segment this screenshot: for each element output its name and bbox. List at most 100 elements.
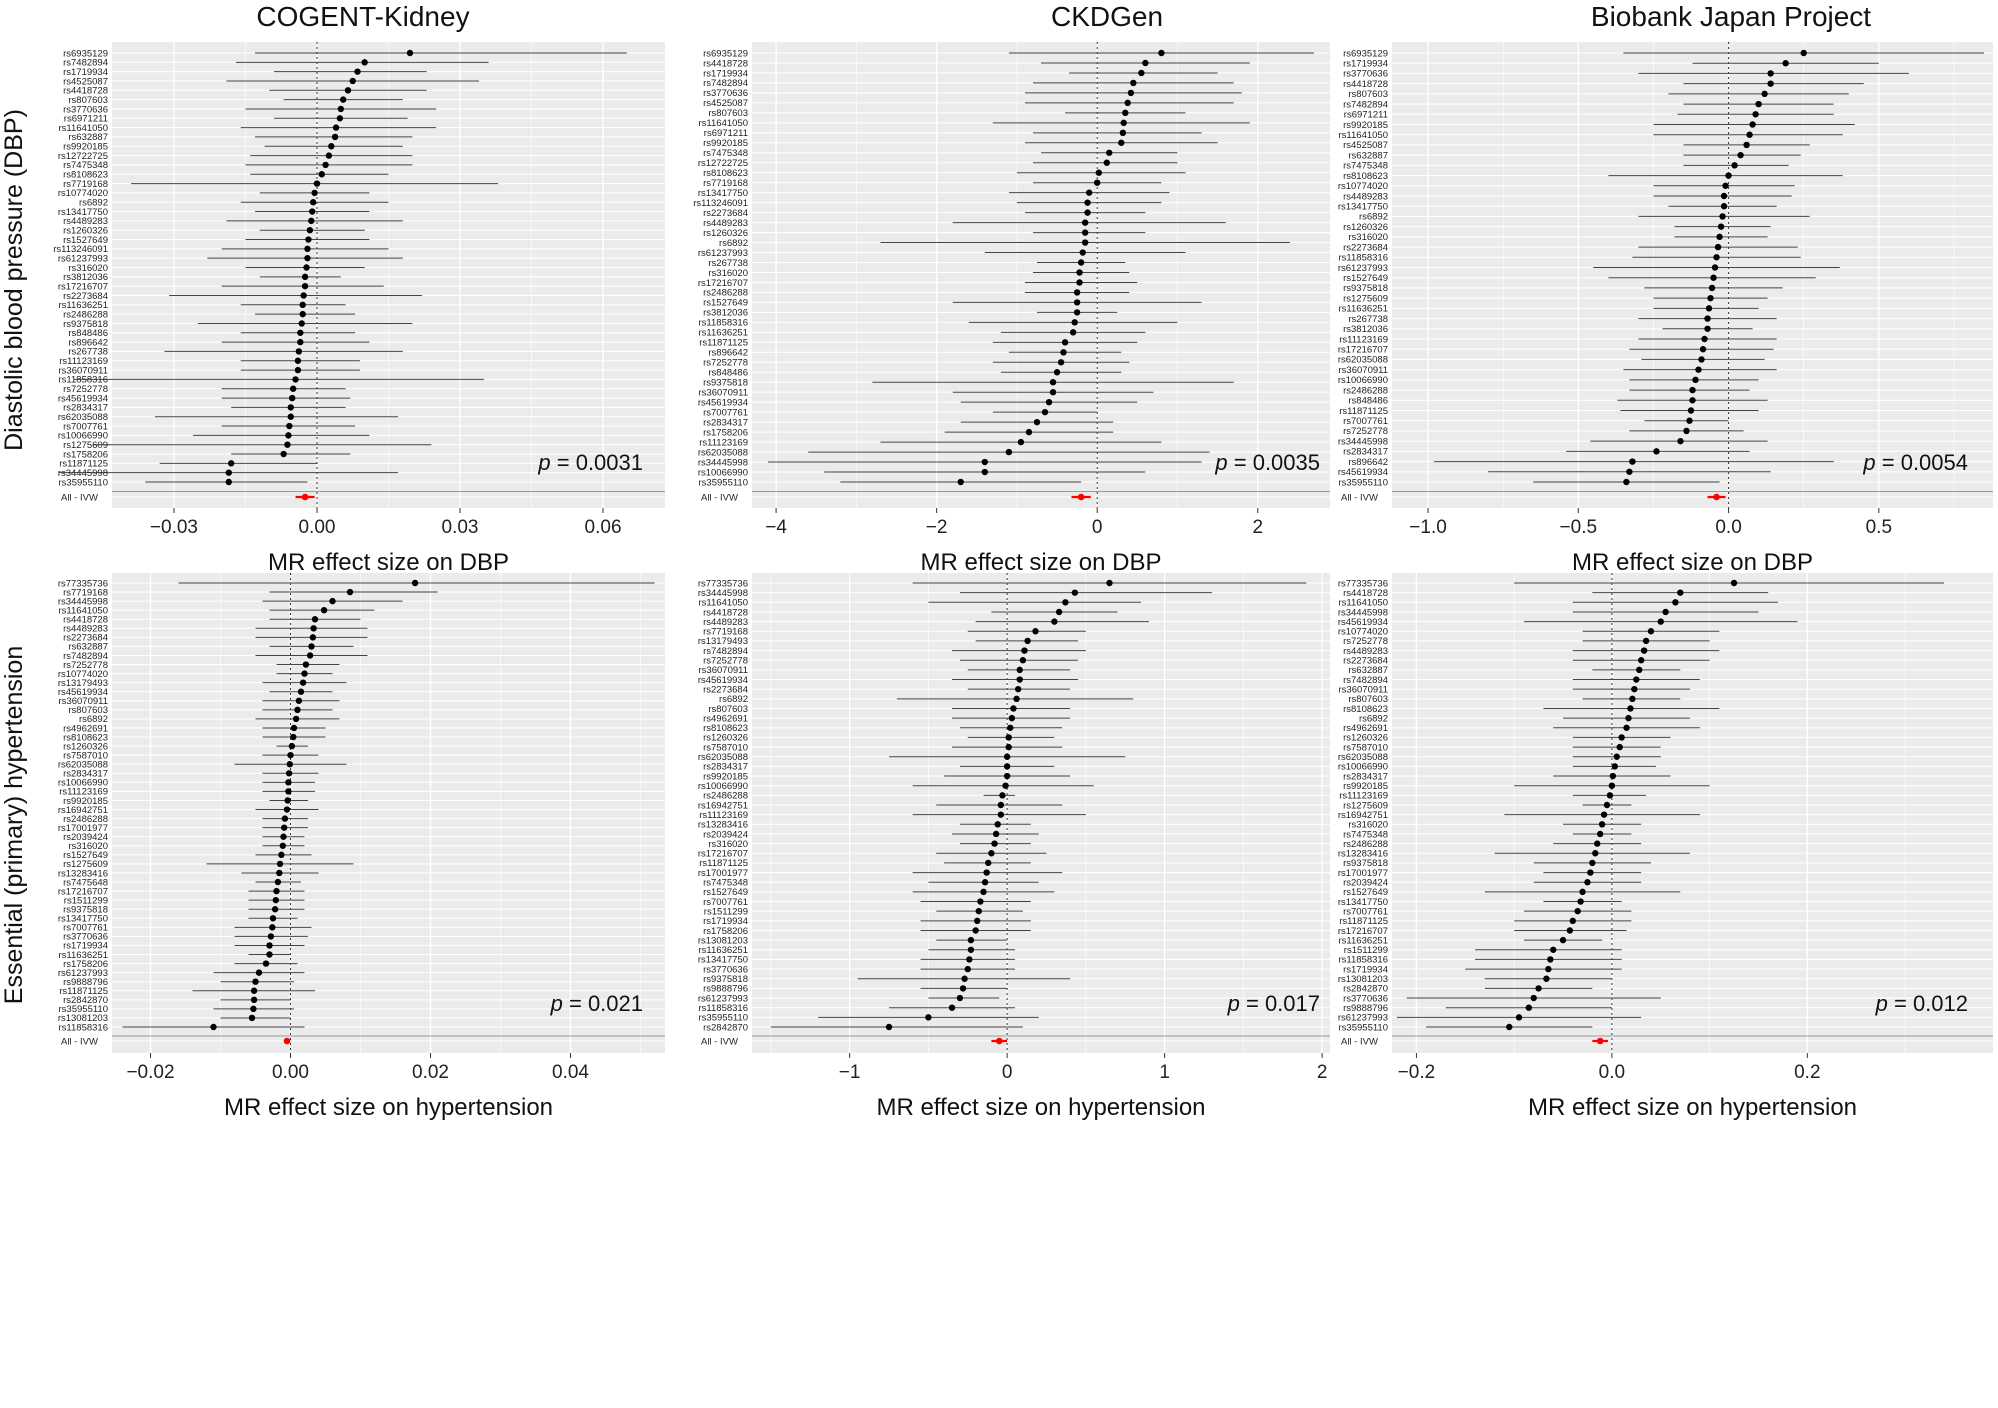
x-axis-label: MR effect size on DBP bbox=[921, 549, 1162, 576]
snp-estimate-point bbox=[276, 860, 284, 868]
snp-label: rs1275609 bbox=[63, 859, 108, 870]
snp-estimate-point bbox=[1142, 59, 1149, 67]
snp-label: rs34445998 bbox=[698, 457, 748, 468]
forest-panel-2: rs6935129rs4418728rs1719934rs7482894rs37… bbox=[693, 42, 1330, 576]
snp-estimate-point bbox=[1076, 269, 1083, 276]
snp-label: rs16942751 bbox=[1338, 810, 1388, 821]
snp-estimate-point bbox=[1550, 946, 1557, 953]
p-value-label: p = 0.0031 bbox=[537, 450, 643, 475]
panel-background bbox=[1392, 42, 1993, 508]
snp-estimate-point bbox=[1130, 79, 1137, 87]
snp-estimate-point bbox=[301, 273, 309, 281]
snp-label: rs11123169 bbox=[699, 437, 748, 448]
snp-label: rs1260326 bbox=[703, 228, 748, 239]
snp-estimate-point bbox=[1782, 60, 1789, 67]
snp-estimate-point bbox=[318, 171, 325, 178]
snp-estimate-point bbox=[274, 878, 282, 886]
snp-label: rs7007761 bbox=[63, 421, 108, 432]
snp-label: rs6892 bbox=[1359, 212, 1388, 223]
snp-label: rs2486288 bbox=[1343, 839, 1388, 850]
snp-label: rs267738 bbox=[68, 347, 108, 358]
snp-estimate-point bbox=[271, 906, 279, 913]
snp-estimate-point bbox=[980, 888, 987, 896]
snp-label: rs1511299 bbox=[704, 906, 748, 917]
snp-label: rs7007761 bbox=[703, 897, 748, 908]
snp-estimate-point bbox=[292, 376, 299, 383]
snp-label: rs1527649 bbox=[63, 850, 108, 861]
snp-estimate-point bbox=[1014, 685, 1022, 693]
snp-label: rs1275609 bbox=[1343, 800, 1388, 811]
snp-estimate-point bbox=[1025, 428, 1033, 436]
snp-estimate-point bbox=[337, 105, 345, 113]
snp-label: rs77335736 bbox=[58, 578, 108, 589]
snp-label: rs45619934 bbox=[698, 675, 748, 686]
snp-label: rs9888796 bbox=[63, 977, 108, 988]
snp-estimate-point bbox=[304, 245, 311, 253]
snp-estimate-point bbox=[1594, 840, 1601, 847]
snp-estimate-point bbox=[1003, 763, 1011, 770]
snp-label: rs6971211 bbox=[704, 128, 748, 139]
snp-label: rs1758206 bbox=[63, 449, 108, 460]
snp-estimate-point bbox=[1755, 100, 1762, 108]
snp-estimate-point bbox=[1687, 407, 1695, 414]
snp-estimate-point bbox=[1574, 907, 1581, 915]
snp-estimate-point bbox=[1051, 618, 1058, 625]
snp-estimate-point bbox=[286, 422, 293, 430]
snp-estimate-point bbox=[279, 842, 286, 849]
forest-panel-5: rs77335736rs34445998rs11641050rs4418728r… bbox=[698, 573, 1330, 1121]
snp-estimate-point bbox=[1158, 49, 1165, 57]
snp-estimate-point bbox=[281, 824, 288, 831]
snp-estimate-point bbox=[1714, 243, 1722, 251]
snp-label: rs11636251 bbox=[1339, 935, 1388, 946]
snp-estimate-point bbox=[328, 143, 335, 150]
snp-estimate-point bbox=[309, 634, 317, 641]
snp-estimate-point bbox=[1749, 121, 1756, 128]
x-tick-label: 1 bbox=[1159, 1062, 1170, 1083]
snp-estimate-point bbox=[1704, 325, 1711, 332]
snp-label: rs3770636 bbox=[703, 88, 748, 99]
snp-label: rs316020 bbox=[708, 839, 748, 850]
snp-label: rs267738 bbox=[1348, 314, 1388, 325]
snp-label: rs9920185 bbox=[63, 796, 108, 807]
x-tick-label: 0.04 bbox=[552, 1062, 589, 1083]
snp-label: rs9920185 bbox=[1343, 120, 1388, 131]
snp-label: rs2486288 bbox=[703, 791, 748, 802]
snp-estimate-point bbox=[974, 917, 981, 925]
snp-label: rs2273684 bbox=[703, 684, 748, 695]
snp-label: rs62035088 bbox=[58, 412, 108, 423]
snp-label: rs6892 bbox=[79, 198, 108, 209]
snp-estimate-point bbox=[1569, 917, 1576, 925]
snp-estimate-point bbox=[885, 1023, 893, 1031]
snp-estimate-point bbox=[288, 742, 296, 750]
column-title-1: COGENT-Kidney bbox=[256, 1, 469, 32]
snp-label: rs896642 bbox=[708, 348, 748, 359]
snp-label: rs267738 bbox=[708, 258, 748, 269]
snp-label: rs62035088 bbox=[698, 447, 748, 458]
snp-label: rs632887 bbox=[68, 132, 108, 143]
snp-label: rs1527649 bbox=[1343, 887, 1388, 898]
snp-estimate-point bbox=[336, 115, 344, 122]
snp-estimate-point bbox=[297, 329, 304, 336]
snp-label: rs6935129 bbox=[63, 48, 108, 59]
snp-estimate-point bbox=[1019, 657, 1027, 664]
snp-estimate-point bbox=[1085, 189, 1093, 196]
snp-label: rs17001977 bbox=[1338, 868, 1388, 879]
snp-label: rs8108623 bbox=[63, 732, 108, 743]
snp-estimate-point bbox=[297, 688, 305, 695]
snp-estimate-point bbox=[1642, 637, 1650, 645]
snp-estimate-point bbox=[1093, 179, 1101, 186]
snp-label: rs11858316 bbox=[699, 1003, 748, 1014]
snp-label: rs35955110 bbox=[1339, 477, 1388, 488]
snp-estimate-point bbox=[1653, 448, 1660, 455]
snp-estimate-point bbox=[1005, 734, 1012, 741]
snp-estimate-point bbox=[284, 797, 291, 804]
snp-estimate-point bbox=[250, 996, 258, 1004]
snp-label: rs17216707 bbox=[698, 278, 748, 289]
snp-estimate-point bbox=[1069, 329, 1077, 336]
snp-label: rs7482894 bbox=[1343, 675, 1388, 686]
snp-label: rs1260326 bbox=[703, 733, 748, 744]
snp-label: rs13283416 bbox=[58, 868, 108, 879]
snp-estimate-point bbox=[997, 811, 1005, 818]
snp-label: rs9375818 bbox=[703, 974, 748, 985]
snp-estimate-point bbox=[1731, 162, 1738, 169]
